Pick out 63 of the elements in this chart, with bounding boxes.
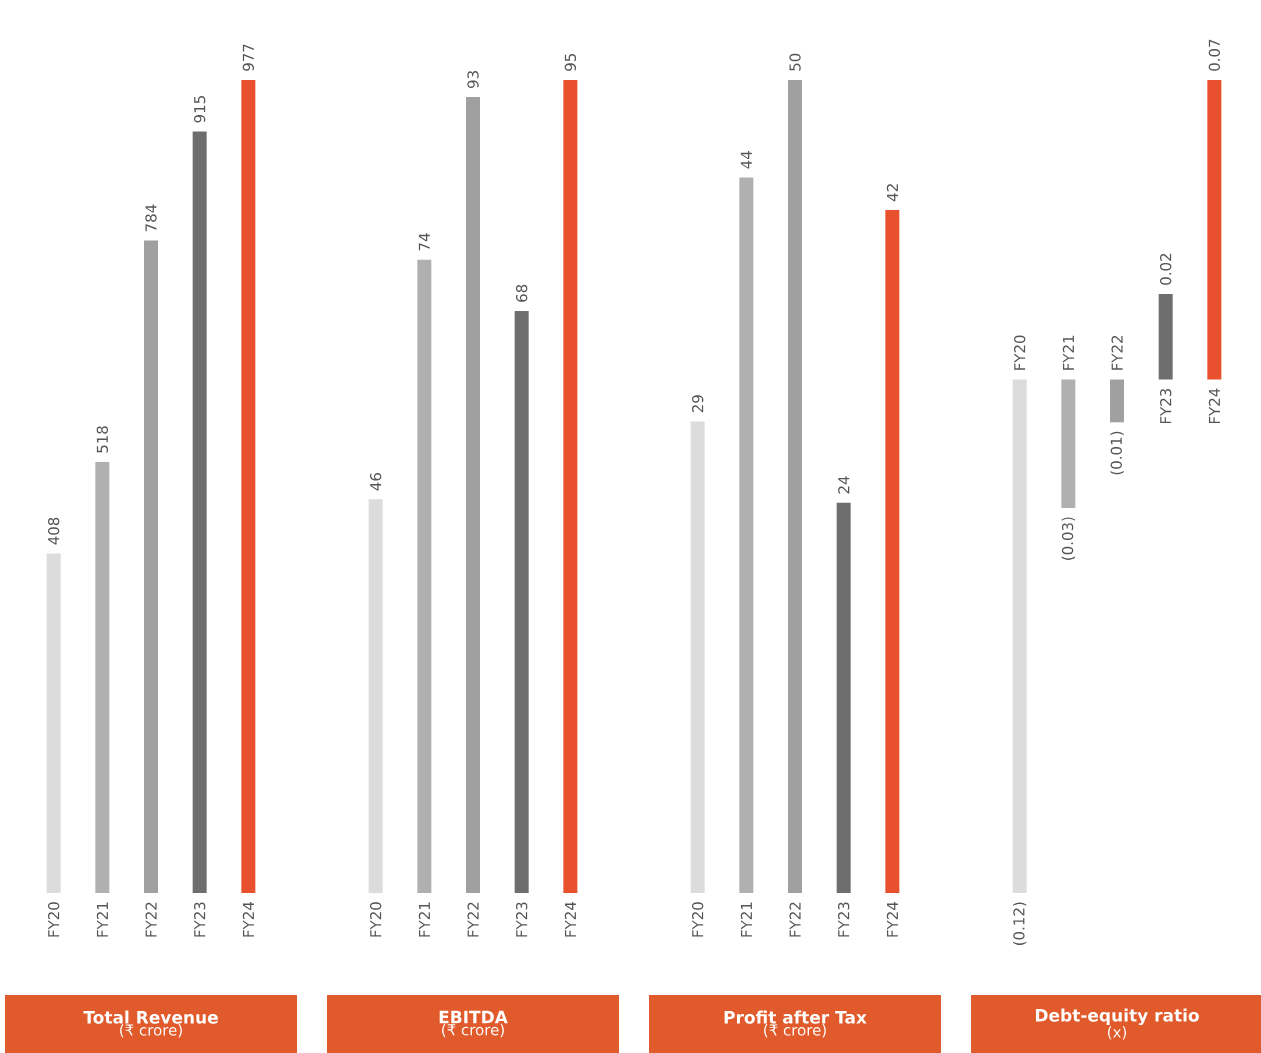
text: Total Revenue [83,1010,218,1024]
bar [690,421,705,893]
x-tick-label: FY21 [1062,335,1074,370]
bar [144,240,158,893]
data-label: 0.07 [1208,39,1221,71]
bar [563,79,578,893]
x-tick-label: FY20 [1014,335,1026,370]
text: (₹ crore) [442,1023,504,1038]
data-label: 977 [242,44,255,71]
x-tick-label: FY22 [145,902,157,937]
bar [836,502,851,893]
x-tick-label: FY21 [96,902,108,937]
x-tick-label: FY23 [838,902,850,937]
x-tick-label: FY24 [242,902,254,937]
data-label: 408 [47,517,60,545]
bar [368,499,383,893]
x-tick-label: FY24 [564,902,576,937]
x-tick-label: FY24 [886,902,898,937]
data-label: 50 [789,53,801,71]
x-tick-label: FY23 [1160,388,1172,424]
data-label: 29 [692,395,704,413]
data-label: (0.12) [1013,902,1027,946]
x-tick-label: FY22 [1111,335,1123,370]
data-label: 915 [193,96,206,123]
x-tick-label: FY20 [692,902,704,937]
x-tick-label: FY24 [1208,388,1220,424]
data-label: 93 [467,71,479,88]
data-label: 0.02 [1160,253,1172,285]
bar [417,259,432,893]
data-label: 44 [740,151,752,169]
x-tick-label: FY20 [47,902,60,937]
text: Debt-equity ratio [1035,1008,1199,1026]
text: (₹ crore) [120,1024,182,1038]
bar [241,79,256,893]
text: Profit after Tax [724,1010,867,1024]
x-tick-label: FY23 [516,902,528,937]
bar [192,131,207,893]
data-label: 518 [96,426,109,453]
data-label: 95 [564,54,577,71]
data-label: 784 [145,204,157,232]
x-tick-label: FY22 [789,902,801,937]
data-label: 68 [516,284,528,302]
text: EBITDA [439,1010,508,1024]
bar [46,553,61,893]
x-tick-label: FY22 [467,902,479,937]
bar [514,311,529,893]
bar [788,80,803,893]
data-label: (0.03) [1061,517,1076,560]
data-label: 24 [838,476,850,494]
data-label: 42 [886,184,898,202]
x-tick-label: FY21 [740,902,752,937]
bar [885,210,900,893]
x-tick-label: FY23 [193,902,206,937]
text: (x) [1108,1026,1127,1040]
text: (₹ crore) [764,1024,826,1038]
data-label: 74 [418,233,430,251]
x-tick-label: FY20 [370,902,382,937]
data-label: (0.01) [1110,431,1124,475]
bar [95,461,110,893]
bar [466,97,480,893]
bar [739,177,754,893]
data-label: 46 [370,473,382,491]
x-tick-label: FY21 [418,902,430,937]
